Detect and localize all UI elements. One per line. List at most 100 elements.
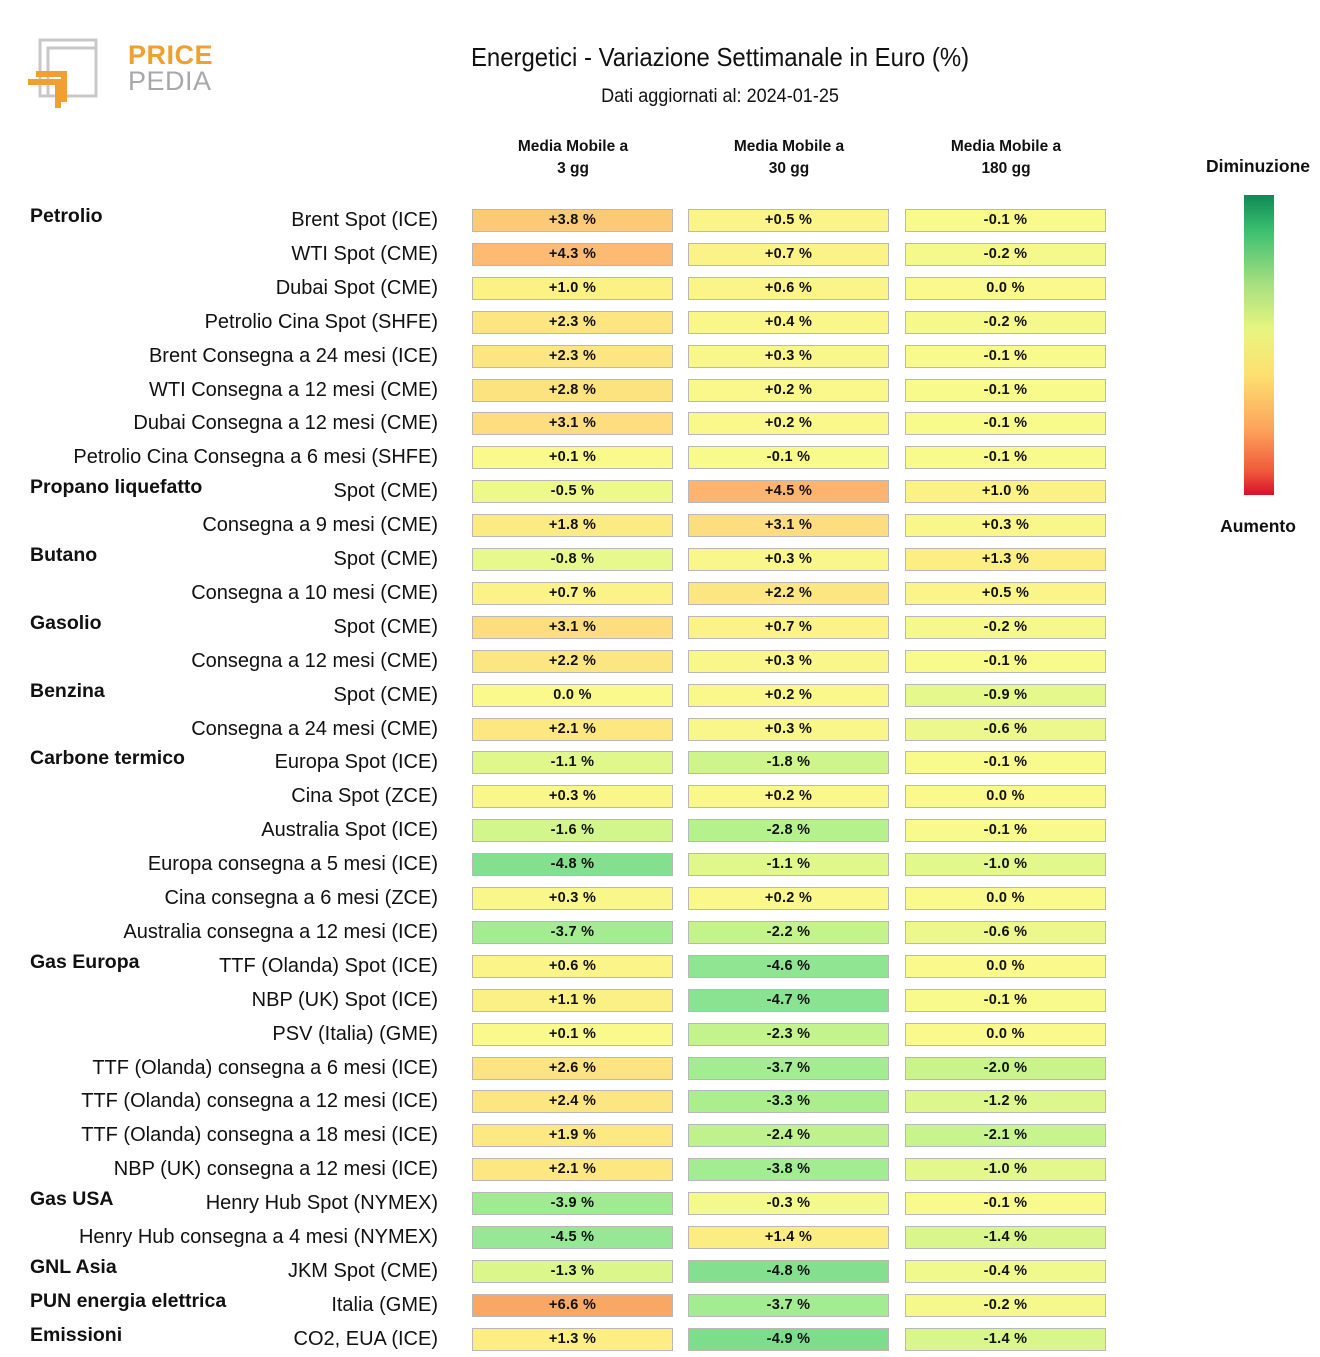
group-label: Emissioni [30, 1323, 123, 1346]
heatmap-cell: +4.5 % [688, 480, 889, 504]
heatmap-cell: -0.1 % [905, 1192, 1106, 1216]
logo-text-price: PRICE [128, 40, 214, 70]
row-label: Consegna a 9 mesi (CME) [202, 514, 438, 537]
row-label: Brent Spot (ICE) [291, 209, 438, 231]
heatmap-cell: -0.6 % [905, 920, 1106, 944]
heatmap-cell: +0.6 % [472, 954, 673, 978]
row-label: Spot (CME) [333, 548, 438, 570]
heatmap-cell: -4.6 % [688, 954, 889, 978]
heatmap-cell: +0.3 % [688, 649, 889, 673]
heatmap-cell: +1.9 % [472, 1124, 673, 1148]
heatmap-cell: +2.1 % [472, 717, 673, 741]
heatmap-cell: -1.8 % [688, 751, 889, 775]
row-label: Petrolio Cina Consegna a 6 mesi (SHFE) [73, 446, 438, 469]
heatmap-cell: +0.1 % [472, 1022, 673, 1046]
heatmap-cell: -1.6 % [472, 819, 673, 843]
heatmap-cell: -0.1 % [905, 412, 1106, 436]
row-label: Italia (GME) [331, 1293, 438, 1316]
heatmap-cell: -0.1 % [905, 649, 1106, 673]
row-label: Henry Hub Spot (NYMEX) [205, 1192, 438, 1215]
column-header: Media Mobile a 30 gg [733, 138, 845, 177]
row-label: Dubai Spot (CME) [275, 276, 438, 299]
heatmap-cell: -3.7 % [688, 1293, 889, 1317]
heatmap-cell: -4.8 % [688, 1259, 889, 1283]
row-label: Consegna a 12 mesi (CME) [191, 649, 438, 672]
heatmap-cell: +1.1 % [472, 988, 673, 1012]
heatmap-cell: +0.4 % [688, 310, 889, 334]
row-label: WTI Spot (CME) [291, 242, 438, 265]
legend-color-bar [1244, 195, 1274, 495]
heatmap-cell: +0.3 % [688, 548, 889, 571]
row-label: NBP (UK) consegna a 12 mesi (ICE) [113, 1158, 438, 1181]
group-label: PUN energia elettrica [30, 1289, 227, 1312]
heatmap-cell: +0.7 % [688, 242, 889, 266]
heatmap-cell: -1.4 % [905, 1327, 1106, 1351]
heatmap-cell: -2.4 % [688, 1124, 889, 1148]
heatmap-cell: +4.3 % [472, 242, 673, 266]
heatmap-cell: -1.2 % [905, 1090, 1106, 1114]
heatmap-cell: 0.0 % [905, 785, 1106, 809]
heatmap-cell: -2.1 % [905, 1124, 1106, 1148]
heatmap-cell: -3.9 % [472, 1192, 673, 1216]
heatmap-cell: -0.1 % [905, 344, 1106, 368]
heatmap-cell: -2.0 % [905, 1056, 1106, 1080]
heatmap-cell: -0.1 % [905, 378, 1106, 402]
group-label: Gasolio [30, 611, 102, 634]
group-label: Propano liquefatto [30, 476, 203, 499]
heatmap-cell: +3.8 % [472, 209, 673, 232]
heatmap-cell: +0.2 % [688, 785, 889, 809]
row-label: Cina consegna a 6 mesi (ZCE) [164, 887, 438, 909]
heatmap-cell: -0.2 % [905, 310, 1106, 334]
row-label: Consegna a 10 mesi (CME) [191, 581, 438, 604]
heatmap-cell: +1.4 % [688, 1226, 889, 1249]
heatmap-cell: -2.8 % [688, 819, 889, 843]
heatmap-cell: -0.1 % [905, 819, 1106, 843]
row-label: JKM Spot (CME) [287, 1259, 438, 1282]
legend-top-label: Diminuzione [1205, 156, 1311, 176]
heatmap-cell: 0.0 % [472, 683, 673, 707]
heatmap-cell: 0.0 % [905, 954, 1106, 978]
row-label: PSV (Italia) (GME) [272, 1022, 438, 1045]
heatmap-cell: +2.8 % [472, 378, 673, 402]
heatmap-cell: +3.1 % [472, 412, 673, 436]
pricepedia-logo: PRICE PEDIA [28, 36, 213, 110]
logo-text-pedia: PEDIA [128, 66, 212, 96]
heatmap-cell: -2.2 % [688, 920, 889, 944]
heatmap-cell: +1.3 % [905, 548, 1106, 571]
heatmap-cell: 0.0 % [905, 1022, 1106, 1046]
heatmap-cell: +0.2 % [688, 887, 889, 910]
heatmap-cell: +2.1 % [472, 1158, 673, 1182]
heatmap-cell: +0.5 % [905, 581, 1106, 605]
heatmap-cell: -1.0 % [905, 853, 1106, 877]
heatmap-cell: +0.3 % [472, 785, 673, 809]
heatmap-cell: -4.8 % [472, 853, 673, 877]
group-label: Carbone termico [30, 747, 185, 770]
heatmap-cell: -0.2 % [905, 242, 1106, 266]
heatmap-cell: +1.3 % [472, 1327, 673, 1351]
row-label: Europa consegna a 5 mesi (ICE) [147, 853, 438, 876]
heatmap-cell: +3.1 % [472, 615, 673, 639]
heatmap-cell: -1.1 % [688, 853, 889, 877]
heatmap-cell: -0.5 % [472, 480, 673, 504]
legend-bottom-label: Aumento [1220, 516, 1296, 536]
row-label: Cina Spot (ZCE) [291, 785, 438, 808]
row-label: TTF (Olanda) consegna a 12 mesi (ICE) [81, 1090, 438, 1113]
heatmap-cell: +1.0 % [905, 480, 1106, 504]
heatmap-cell: +1.8 % [472, 514, 673, 538]
heatmap-cell: -0.2 % [905, 615, 1106, 639]
heatmap-cell: -2.3 % [688, 1022, 889, 1046]
heatmap-cell: +0.1 % [472, 446, 673, 470]
row-label: Spot (CME) [333, 683, 438, 706]
heatmap-cell: -0.8 % [472, 548, 673, 571]
column-header: Media Mobile a 3 gg [517, 138, 629, 177]
row-label: Spot (CME) [333, 615, 438, 638]
row-label: Consegna a 24 mesi (CME) [191, 717, 438, 740]
heatmap-cell: -1.3 % [472, 1259, 673, 1283]
row-label: Henry Hub consegna a 4 mesi (NYMEX) [78, 1226, 438, 1248]
row-label: Brent Consegna a 24 mesi (ICE) [148, 344, 438, 367]
heatmap-cell: -3.8 % [688, 1158, 889, 1182]
group-label: Gas Europa [30, 950, 140, 973]
row-label: WTI Consegna a 12 mesi (CME) [149, 378, 438, 401]
heatmap-cell: +0.7 % [472, 581, 673, 605]
heatmap-cell: -0.1 % [905, 209, 1106, 232]
